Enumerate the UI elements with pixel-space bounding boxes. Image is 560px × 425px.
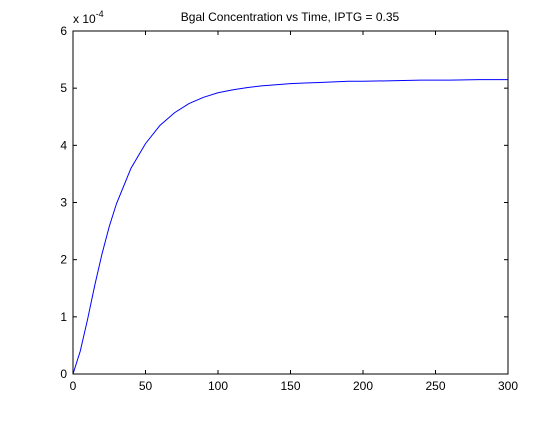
plot-area [73, 31, 508, 374]
y-exponent-value: -4 [96, 9, 104, 19]
y-exponent-label: x 10-4 [73, 9, 104, 26]
y-tick-label: 2 [60, 253, 67, 267]
x-tick-label: 50 [139, 379, 153, 393]
axes-box [72, 30, 509, 375]
y-tick-label: 3 [60, 196, 67, 210]
y-tick-label: 0 [60, 367, 67, 381]
y-tick-label: 6 [60, 24, 67, 38]
x-tick-label: 150 [280, 379, 300, 393]
x-tick-labels: 0 50 100 150 200 250 300 [70, 379, 519, 393]
series-line [72, 79, 508, 375]
x-tick-label: 200 [353, 379, 373, 393]
y-tick-labels: 0 1 2 3 4 5 6 [60, 24, 67, 381]
chart-title: Bgal Concentration vs Time, IPTG = 0.35 [181, 10, 400, 24]
y-exponent-prefix: x 10 [73, 12, 96, 26]
x-tick-label: 250 [425, 379, 445, 393]
series-layer [72, 79, 508, 375]
x-tick-label: 300 [498, 379, 518, 393]
x-tick-label: 100 [208, 379, 228, 393]
y-tick-label: 1 [60, 310, 67, 324]
y-tick-label: 5 [60, 81, 67, 95]
y-tick-label: 4 [60, 138, 67, 152]
x-tick-label: 0 [70, 379, 77, 393]
